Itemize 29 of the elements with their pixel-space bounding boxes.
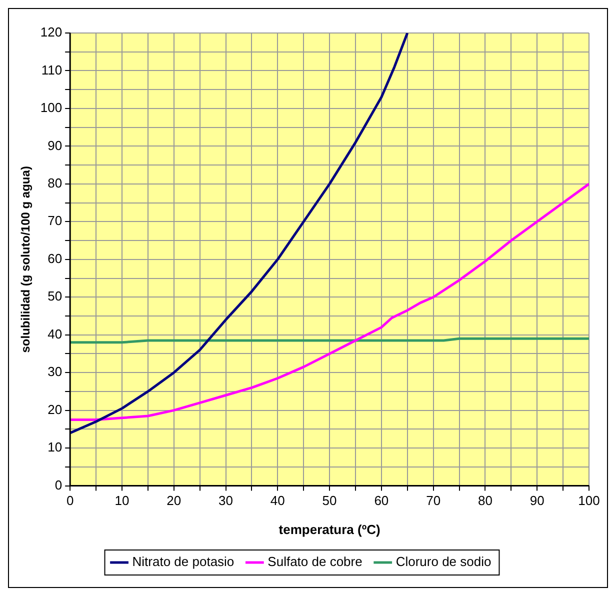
x-tick-label: 50 xyxy=(322,493,337,508)
y-tick-label: 0 xyxy=(54,477,62,492)
x-tick-label: 40 xyxy=(270,493,285,508)
legend-label: Nitrato de potasio xyxy=(132,554,234,570)
x-axis-title: temperatura (ºC) xyxy=(278,522,380,537)
x-tick-label: 100 xyxy=(578,493,600,508)
y-tick-label: 80 xyxy=(48,176,62,191)
legend-label: Sulfato de cobre xyxy=(268,554,362,570)
x-tick-label: 30 xyxy=(218,493,233,508)
y-tick-label: 10 xyxy=(48,440,62,455)
y-tick-label: 90 xyxy=(48,138,62,153)
y-tick-label: 30 xyxy=(48,364,62,380)
x-tick-label: 90 xyxy=(530,493,544,508)
y-tick-label: 100 xyxy=(40,100,62,116)
y-axis-title: solubilidad (g soluto/100 g agua) xyxy=(18,166,33,353)
y-tick-label: 20 xyxy=(48,402,62,417)
x-tick-label: 60 xyxy=(374,493,389,508)
x-tick-label: 70 xyxy=(426,493,441,508)
x-tick-label: 10 xyxy=(114,493,130,508)
y-tick-label: 40 xyxy=(48,326,62,342)
y-tick-label: 70 xyxy=(48,213,62,228)
legend-label: Cloruro de sodio xyxy=(396,554,492,570)
x-tick-label: 80 xyxy=(478,493,492,508)
y-tick-label: 50 xyxy=(48,288,62,304)
x-tick-label: 20 xyxy=(166,493,182,508)
x-tick-label: 0 xyxy=(66,493,74,508)
y-tick-label: 110 xyxy=(41,62,62,78)
y-tick-label: 60 xyxy=(48,250,62,266)
y-tick-label: 120 xyxy=(40,24,62,40)
